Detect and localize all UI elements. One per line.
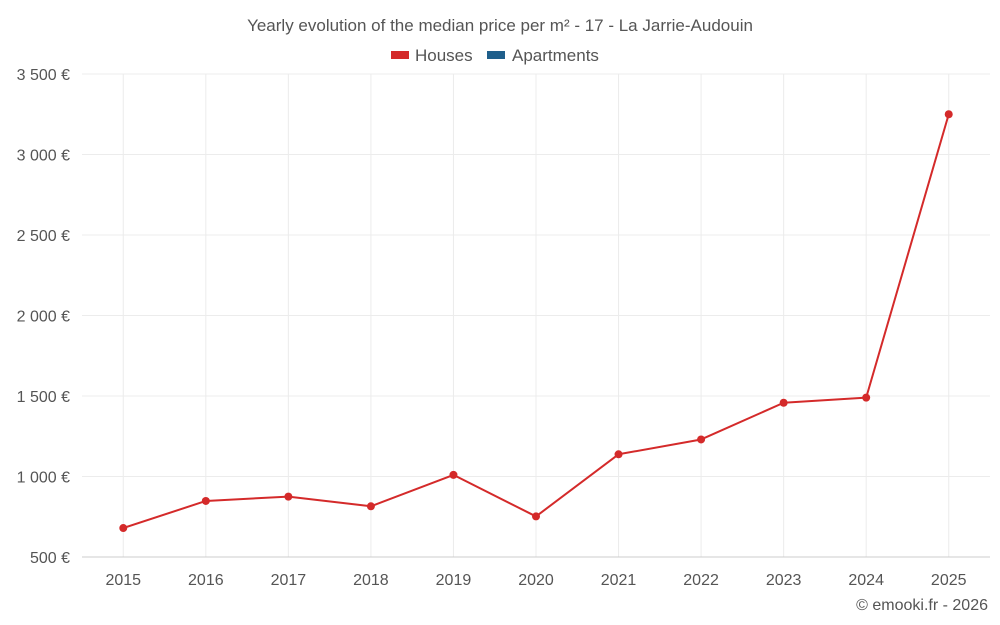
legend-label-houses: Houses <box>415 46 473 65</box>
legend[interactable]: Houses Apartments <box>391 46 599 65</box>
chart-title: Yearly evolution of the median price per… <box>247 16 753 35</box>
x-tick-label: 2018 <box>353 572 389 589</box>
data-point-houses[interactable] <box>944 110 953 119</box>
data-point-houses[interactable] <box>862 393 871 402</box>
legend-item-houses[interactable]: Houses <box>391 46 473 65</box>
x-tick-label: 2023 <box>766 572 802 589</box>
x-tick-label: 2021 <box>601 572 637 589</box>
y-tick-label: 1 000 € <box>17 470 70 487</box>
x-tick-label: 2020 <box>518 572 554 589</box>
legend-swatch-apartments <box>487 51 505 59</box>
x-tick-label: 2025 <box>931 572 967 589</box>
credit-text: © emooki.fr - 2026 <box>856 597 988 614</box>
y-tick-label: 500 € <box>30 550 70 567</box>
data-point-houses[interactable] <box>366 502 375 511</box>
x-tick-label: 2019 <box>436 572 472 589</box>
data-point-houses[interactable] <box>614 450 623 459</box>
data-point-houses[interactable] <box>284 492 293 501</box>
x-tick-label: 2016 <box>188 572 224 589</box>
data-point-houses[interactable] <box>697 435 706 444</box>
y-tick-label: 2 500 € <box>17 228 70 245</box>
legend-item-apartments[interactable]: Apartments <box>487 46 599 65</box>
data-point-houses[interactable] <box>532 512 540 521</box>
y-tick-label: 2 000 € <box>17 309 70 326</box>
y-axis-ticks: 500 € 1 000 € 1 500 € 2 000 € 2 500 € 3 000 €… <box>17 67 70 567</box>
x-tick-label: 2017 <box>271 572 307 589</box>
x-gridlines <box>122 74 950 557</box>
x-tick-label: 2015 <box>105 572 141 589</box>
data-point-houses[interactable] <box>201 496 210 505</box>
series-layer <box>119 110 953 533</box>
data-point-houses[interactable] <box>449 470 458 479</box>
y-tick-label: 1 500 € <box>17 389 70 406</box>
x-axis-ticks: 2015 2016 2017 2018 2019 2020 2021 2022 2023 2024… <box>105 572 966 589</box>
x-tick-label: 2024 <box>848 572 884 589</box>
y-tick-label: 3 000 € <box>17 148 70 165</box>
legend-label-apartments: Apartments <box>512 46 599 65</box>
data-point-houses[interactable] <box>119 524 128 533</box>
legend-swatch-houses <box>391 51 409 59</box>
data-point-houses[interactable] <box>779 398 788 407</box>
y-tick-label: 3 500 € <box>17 67 70 84</box>
x-tick-label: 2022 <box>683 572 719 589</box>
